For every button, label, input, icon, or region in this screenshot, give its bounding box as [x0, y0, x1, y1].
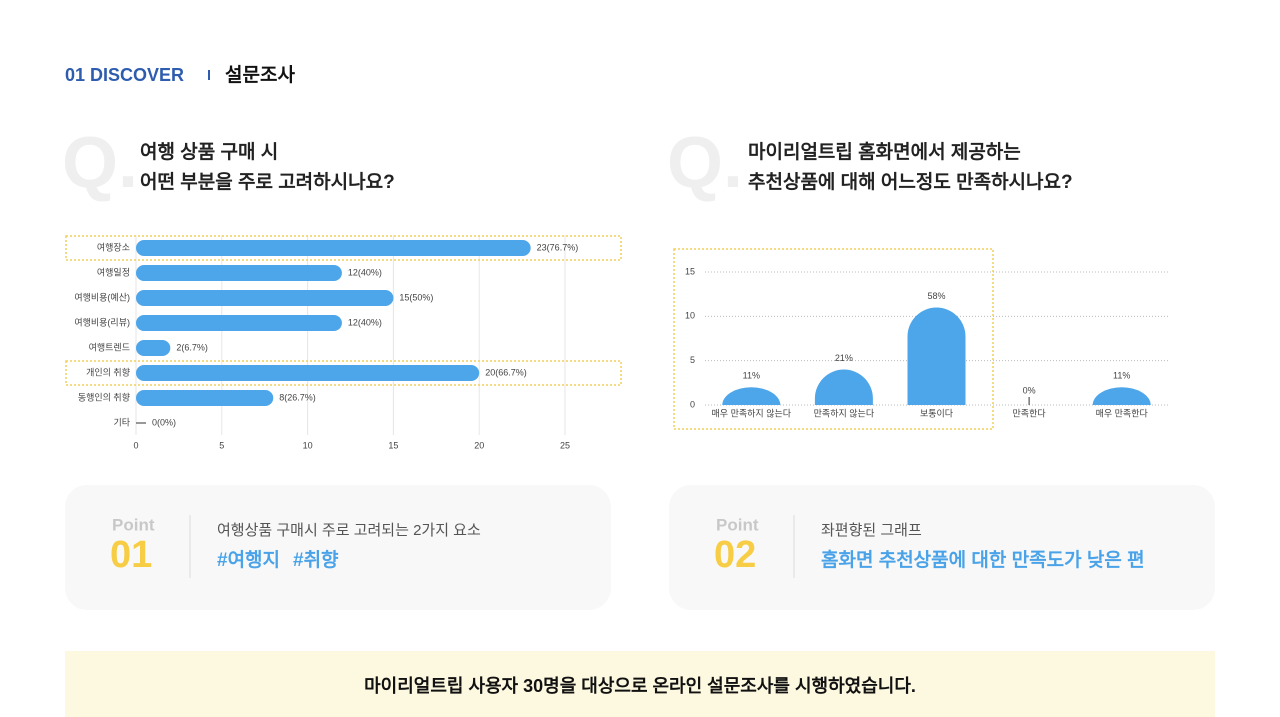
x-tick-label: 매우 만족하지 않는다 — [712, 408, 792, 418]
y-tick-label: 10 — [685, 311, 695, 321]
x-tick-label: 만족한다 — [1013, 408, 1047, 418]
value-label: 11% — [1113, 371, 1130, 381]
bar — [136, 390, 274, 406]
highlight-box — [65, 360, 622, 386]
category-label: 여행비용(예산) — [74, 291, 130, 302]
bar — [136, 315, 342, 331]
x-tick-label: 20 — [474, 440, 484, 450]
value-label: 20(66.7%) — [485, 367, 527, 377]
point-tag: #취향 — [293, 549, 339, 571]
value-label: 2(6.7%) — [176, 342, 208, 352]
q-mark: Q. — [667, 123, 743, 203]
category-label: 여행일정 — [97, 266, 130, 277]
bar — [907, 307, 966, 405]
question: 어떤 부분을 주로 고려하시나요? — [140, 171, 395, 193]
point-tag: #여행지 — [217, 549, 280, 571]
x-tick-label: 보통이다 — [920, 408, 954, 418]
y-tick-label: 0 — [690, 399, 695, 409]
x-tick-label: 만족하지 않는다 — [814, 408, 875, 418]
question: 여행 상품 구매 시 — [140, 141, 278, 163]
point-card — [65, 485, 611, 610]
point-number: 02 — [714, 534, 756, 576]
page-title: 설문조사 — [225, 64, 295, 86]
bar — [136, 265, 342, 281]
value-label: 0% — [1023, 385, 1036, 395]
category-label: 개인의 취향 — [86, 366, 130, 377]
point-card — [669, 485, 1215, 610]
value-label: 23(76.7%) — [537, 242, 579, 252]
x-tick-label: 5 — [219, 440, 224, 450]
x-tick-label: 15 — [388, 440, 398, 450]
point-tag: 홈화면 추천상품에 대한 만족도가 낮은 편 — [821, 548, 1145, 571]
question: 추천상품에 대해 어느정도 만족하시나요? — [748, 171, 1073, 193]
y-tick-label: 15 — [685, 266, 695, 276]
x-tick-label: 10 — [303, 440, 313, 450]
category-label: 여행장소 — [97, 241, 130, 252]
category-label: 기타 — [113, 417, 130, 427]
highlight-box — [65, 235, 622, 261]
question: 마이리얼트립 홈화면에서 제공하는 — [748, 140, 1021, 163]
x-tick-label: 25 — [560, 440, 570, 450]
highlight-box — [673, 248, 994, 430]
bar — [136, 365, 480, 381]
x-tick-label: 매우 만족한다 — [1096, 408, 1149, 418]
point-number: 01 — [110, 534, 152, 576]
footer: 마이리얼트립 사용자 30명을 대상으로 온라인 설문조사를 시행하였습니다. — [364, 676, 916, 696]
value-label: 15(50%) — [399, 292, 433, 302]
point-text: 좌편향된 그래프 — [821, 522, 922, 539]
category-label: 여행비용(리뷰) — [74, 316, 130, 327]
category-label: 여행트렌드 — [89, 341, 130, 352]
category-label: 동행인의 취향 — [78, 391, 130, 402]
value-label: 11% — [743, 371, 760, 381]
value-label: 12(40%) — [348, 267, 382, 277]
bar — [136, 290, 394, 306]
section: 01 DISCOVER — [65, 65, 184, 85]
value-label: 58% — [927, 291, 945, 301]
bar — [1092, 387, 1151, 405]
point-label: Point — [716, 515, 759, 534]
x-tick-label: 0 — [133, 440, 138, 450]
value-label: 21% — [835, 353, 853, 363]
footer-box — [65, 651, 1215, 717]
bar — [136, 340, 171, 356]
bar — [136, 240, 531, 256]
point-label: Point — [112, 515, 155, 534]
y-tick-label: 5 — [690, 355, 695, 365]
value-label: 0(0%) — [152, 417, 176, 427]
bar — [814, 369, 873, 405]
point-text: 여행상품 구매시 주로 고려되는 2가지 요소 — [217, 522, 481, 539]
value-label: 12(40%) — [348, 317, 382, 327]
q-mark: Q. — [62, 123, 138, 203]
bar — [722, 387, 781, 405]
value-label: 8(26.7%) — [279, 392, 316, 402]
